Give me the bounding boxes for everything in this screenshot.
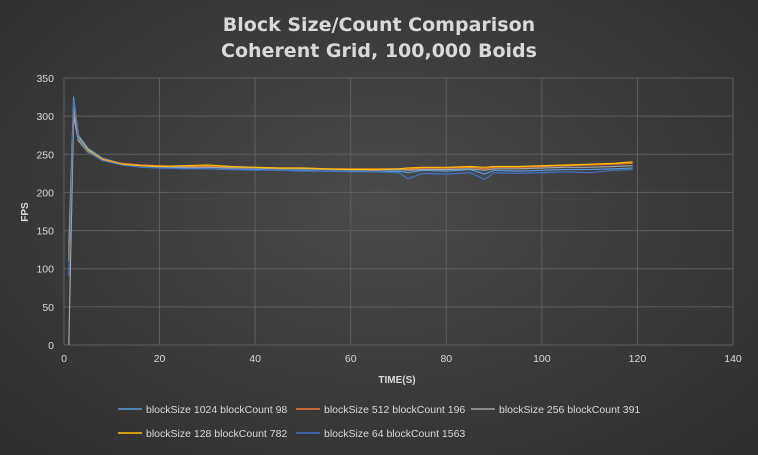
x-axis-ticks: 0 20 40 60 80 100 120 140	[61, 353, 742, 365]
x-tick-label: 20	[154, 353, 166, 365]
y-axis-ticks: 0 50 100 150 200 250 300 350	[36, 73, 54, 352]
x-tick-label: 40	[249, 353, 261, 365]
y-tick-label: 250	[36, 149, 54, 161]
y-tick-label: 50	[42, 302, 54, 314]
gridlines	[63, 77, 734, 346]
x-tick-label: 60	[345, 353, 357, 365]
x-tick-label: 140	[724, 353, 742, 365]
series-line-5	[68, 100, 633, 277]
x-tick-label: 120	[629, 353, 647, 365]
series-line-4	[68, 104, 633, 262]
chart-subtitle: Coherent Grid, 100,000 Boids	[221, 40, 537, 62]
x-tick-label: 0	[61, 353, 67, 365]
series-lines	[68, 96, 633, 346]
chart-title: Block Size/Count Comparison	[223, 14, 535, 36]
x-axis-title: TIME(S)	[378, 375, 415, 386]
legend: blockSize 1024 blockCount 98 blockSize 51…	[118, 404, 640, 440]
legend-label-5: blockSize 64 blockCount 1563	[324, 428, 465, 440]
legend-label-4: blockSize 128 blockCount 782	[146, 428, 287, 440]
legend-label-2: blockSize 512 blockCount 196	[324, 404, 465, 416]
y-tick-label: 300	[36, 111, 54, 123]
x-tick-label: 100	[533, 353, 551, 365]
y-tick-label: 0	[48, 340, 54, 352]
y-tick-label: 200	[36, 187, 54, 199]
y-tick-label: 350	[36, 73, 54, 85]
y-tick-label: 100	[36, 264, 54, 276]
y-axis-title: FPS	[20, 202, 31, 222]
x-tick-label: 80	[440, 353, 452, 365]
legend-label-3: blockSize 256 blockCount 391	[499, 404, 640, 416]
legend-label-1: blockSize 1024 blockCount 98	[146, 404, 287, 416]
y-tick-label: 150	[36, 226, 54, 238]
